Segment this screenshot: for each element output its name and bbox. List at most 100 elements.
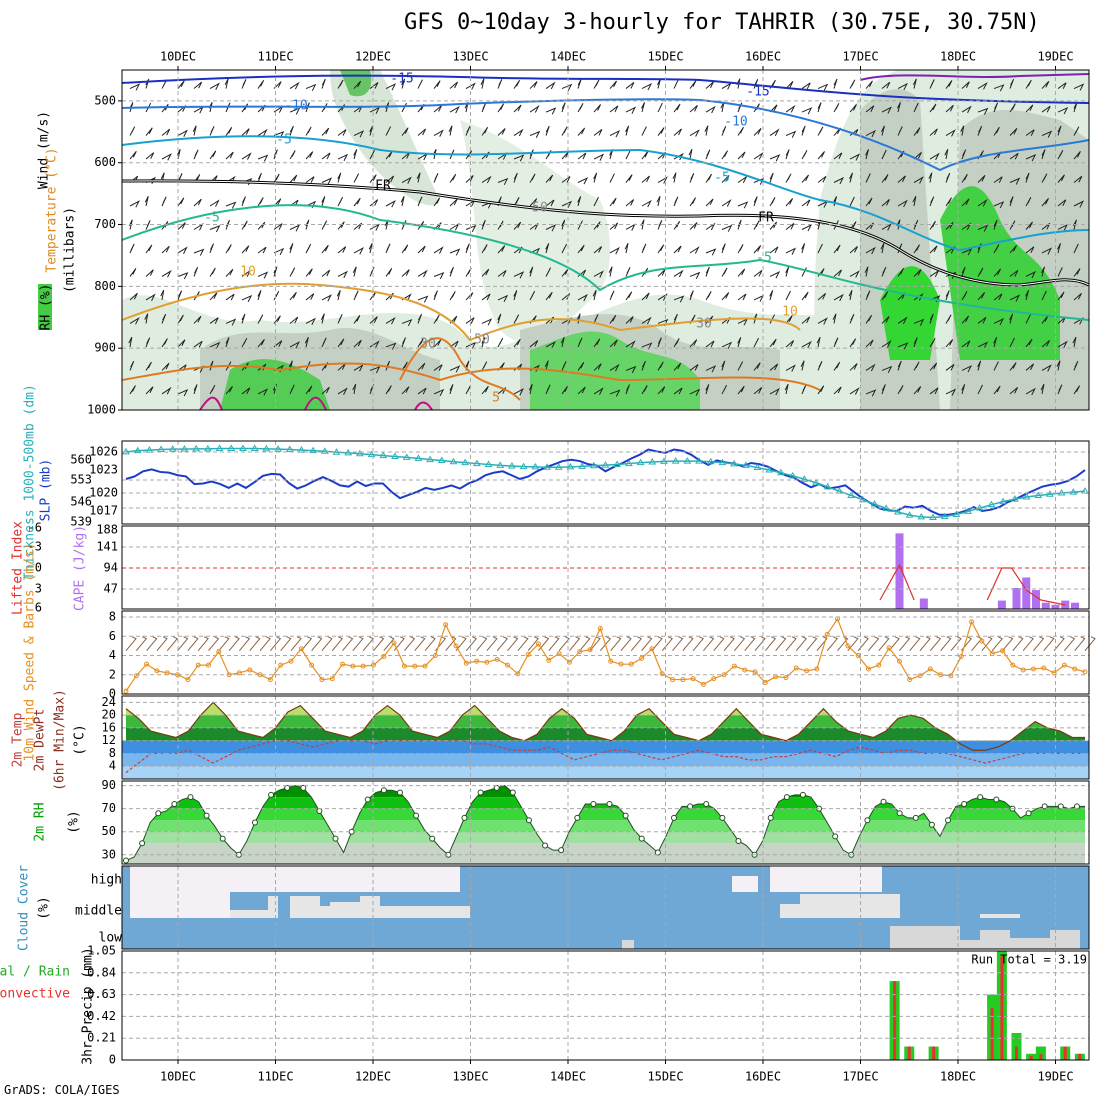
wind-barb	[593, 153, 605, 161]
wind-barb	[545, 291, 553, 301]
wind-marker	[731, 663, 737, 669]
wind-barb	[561, 200, 573, 208]
wind-barb	[445, 636, 457, 652]
wind-barb	[241, 294, 253, 303]
thickness-marker	[449, 457, 458, 465]
wind-barb	[881, 291, 889, 301]
temp-tick-label: 4	[109, 759, 116, 773]
wind-marker	[1061, 662, 1067, 668]
wind-barb	[545, 243, 550, 254]
date-label-top: 16DEC	[745, 50, 781, 64]
wind-barb	[548, 636, 560, 652]
wind-barb	[913, 102, 919, 113]
wind-barb	[641, 360, 646, 371]
wind-barb	[625, 291, 633, 301]
wind-barb	[352, 266, 357, 277]
wind-barb	[321, 244, 329, 254]
rh-legend-swatch	[38, 284, 52, 330]
wind-marker	[865, 666, 871, 672]
wind-barb	[865, 129, 877, 138]
wind-barb	[981, 636, 993, 652]
wind-barb	[193, 340, 203, 348]
date-label-bottom: 15DEC	[647, 1070, 683, 1084]
wind-marker	[412, 663, 418, 669]
wind-barb	[385, 243, 391, 254]
thickness-marker	[940, 512, 949, 520]
wind-barb	[513, 197, 520, 207]
wind-barb	[1025, 246, 1035, 254]
wind-barb	[801, 150, 808, 160]
wind-barb	[1041, 290, 1047, 301]
cloud-low	[980, 930, 1010, 949]
wind-barb	[577, 177, 589, 185]
wind-barb	[672, 172, 677, 183]
wind-barb	[721, 384, 728, 395]
thickness-marker	[274, 445, 282, 452]
wind-barb	[305, 219, 310, 230]
wind-barb	[849, 314, 855, 324]
wind-barb	[977, 267, 984, 277]
rh-marker	[832, 833, 839, 840]
wind-barb	[929, 128, 938, 136]
wind-barb	[817, 317, 828, 325]
wind-barb	[977, 341, 989, 349]
contour-label: -5	[756, 251, 772, 266]
wind-marker	[1020, 667, 1026, 673]
contour-label: -10	[724, 115, 747, 130]
wind-barb	[465, 317, 475, 324]
wind-barb	[337, 387, 348, 395]
wind-barb	[273, 81, 282, 89]
wind-barb	[193, 248, 205, 256]
axis-title-cloud: Cloud Cover	[17, 865, 32, 951]
wind-barb	[273, 173, 280, 183]
wind-marker	[608, 658, 614, 664]
wind-barb	[561, 219, 566, 230]
wind-barb	[336, 290, 341, 301]
rh-marker	[171, 801, 178, 808]
panel-frame	[121, 950, 1090, 1061]
wind-barb	[289, 174, 298, 183]
wind-barb	[513, 128, 524, 137]
wind-barb	[657, 293, 668, 301]
wind-barb	[449, 384, 454, 395]
wind-barb	[826, 636, 838, 652]
li-tick-label: 6	[35, 601, 42, 615]
rh-marker	[912, 814, 919, 821]
wind-barb	[513, 314, 520, 324]
wind-barb	[342, 636, 354, 652]
wind-barb	[241, 220, 248, 230]
wind-marker	[422, 663, 428, 669]
wind-marker	[144, 661, 150, 667]
wind-barb	[704, 125, 709, 136]
wind-barb	[289, 107, 301, 115]
wind-barb	[288, 360, 293, 371]
contour-label: 10	[782, 305, 798, 320]
wind-barb	[529, 173, 536, 183]
wind-barb	[481, 293, 491, 301]
rh-marker	[654, 849, 661, 856]
wind-barb	[625, 106, 637, 114]
wind-barb	[225, 293, 235, 301]
pressure-tick-label: 900	[94, 341, 116, 355]
thickness-marker	[601, 461, 610, 468]
wind-barb	[754, 636, 766, 652]
wind-barb	[513, 290, 518, 301]
wind-barb	[129, 150, 137, 160]
wind-barb	[337, 314, 343, 324]
wind-barb	[433, 197, 441, 207]
thickness-marker	[706, 457, 715, 465]
wind-barb	[609, 197, 617, 207]
thickness-marker	[683, 457, 692, 464]
wind-barb	[993, 337, 998, 348]
wind-barb	[689, 388, 701, 396]
wind-barb	[960, 125, 965, 136]
wind-barb	[353, 173, 360, 183]
wind-barb	[705, 248, 717, 256]
wind-barb	[161, 338, 168, 348]
wind-barb	[481, 175, 492, 184]
contour-label: 30	[696, 317, 712, 332]
wind-barb	[913, 361, 920, 371]
wind-marker	[1041, 665, 1047, 671]
wind-barb	[517, 636, 529, 652]
thickness-marker	[379, 451, 388, 459]
